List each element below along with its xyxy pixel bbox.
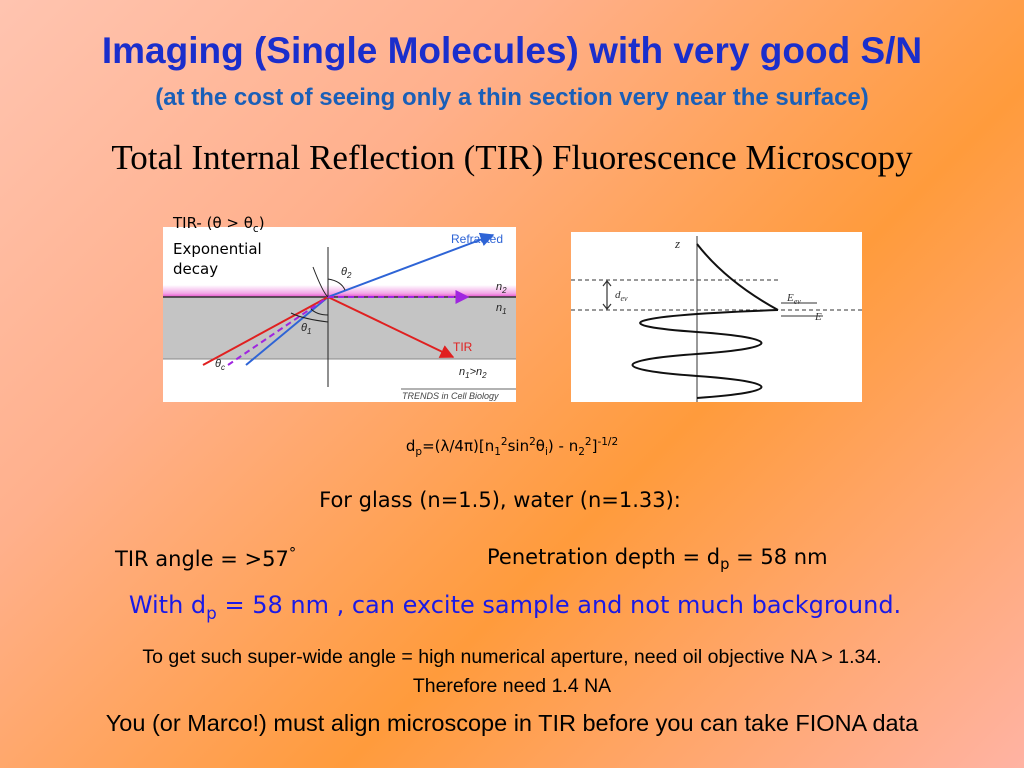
numerical-aperture-line1: To get such super-wide angle = high nume… <box>142 646 882 668</box>
evanescent-field-diagram: z dev Eev E <box>571 232 862 402</box>
label-n2: n2 <box>496 281 507 295</box>
background-note: With dp = 58 nm , can excite sample and … <box>128 591 902 623</box>
label-n-inequality: n1>n2 <box>459 366 487 380</box>
figure-credit: TRENDS in Cell Biology <box>402 391 499 401</box>
penetration-depth-formula: dp=(λ/4π)[n12sin2θi) - n22]-1/2 <box>405 436 619 458</box>
label-tir: TIR <box>453 340 473 354</box>
alignment-note: You (or Marco!) must align microscope in… <box>105 710 919 736</box>
slide-title: Imaging (Single Molecules) with very goo… <box>101 30 923 71</box>
label-e: E <box>814 311 822 323</box>
axis-z-label: z <box>674 236 680 251</box>
tir-condition-line1: TIR- (θ > θc) <box>173 214 265 235</box>
tir-condition-label: TIR- (θ > θc) Exponential decay <box>173 213 265 279</box>
section-heading: Total Internal Reflection (TIR) Fluoresc… <box>111 138 913 177</box>
glass-water-line: For glass (n=1.5), water (n=1.33): <box>319 488 681 512</box>
tir-ray-diagram: Refracted TIR θ2 θ1 θc n2 n1 n1>n2 TREND… <box>163 227 516 402</box>
label-refracted: Refracted <box>451 232 503 246</box>
label-n1: n1 <box>496 302 507 316</box>
tir-condition-line2: Exponential <box>173 240 262 258</box>
tir-angle-line: TIR angle = >57° <box>115 545 297 571</box>
penetration-depth-line: Penetration depth = dp = 58 nm <box>487 545 828 574</box>
label-theta2: θ2 <box>341 266 352 280</box>
numerical-aperture-note: To get such super-wide angle = high nume… <box>0 643 1024 701</box>
tir-condition-line3: decay <box>173 260 219 278</box>
label-eev: Eev <box>786 292 801 306</box>
label-thetac: θc <box>215 358 225 372</box>
label-dev: dev <box>615 289 628 303</box>
slide-subtitle: (at the cost of seeing only a thin secti… <box>155 84 869 111</box>
numerical-aperture-line2: Therefore need 1.4 NA <box>412 675 612 697</box>
label-theta1: θ1 <box>301 322 311 336</box>
